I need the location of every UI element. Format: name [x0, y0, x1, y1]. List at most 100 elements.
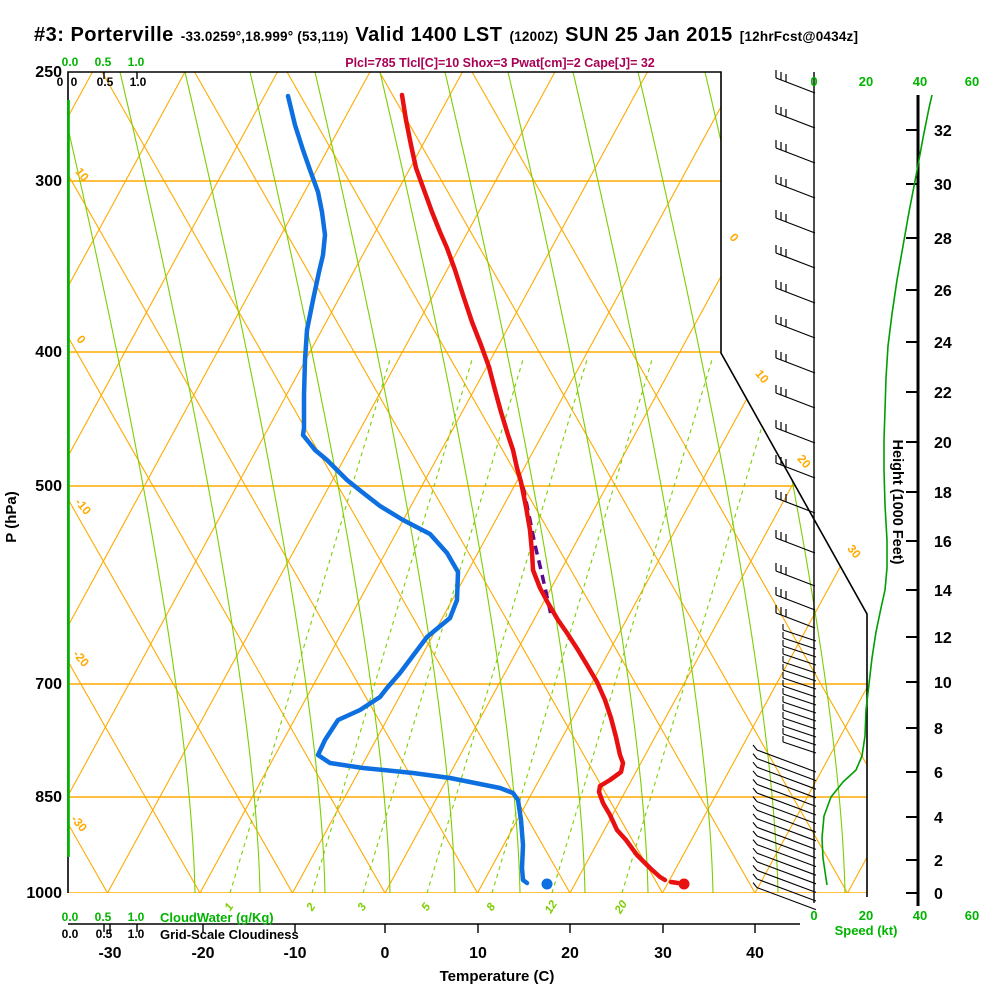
temperature-axis-title: Temperature (C) [440, 968, 555, 985]
svg-text:30: 30 [654, 945, 672, 962]
svg-text:250: 250 [35, 64, 62, 81]
svg-text:2: 2 [934, 853, 943, 870]
svg-text:28: 28 [934, 231, 952, 248]
valid-time: Valid 1400 LST [355, 24, 503, 46]
svg-text:1.0: 1.0 [128, 910, 145, 924]
stability-indices: Plcl=785 Tlcl[C]=10 Shox=3 Pwat[cm]=2 Ca… [345, 56, 655, 70]
svg-text:1000: 1000 [26, 885, 62, 902]
svg-text:2: 2 [304, 901, 318, 914]
svg-text:0: 0 [57, 75, 64, 89]
svg-text:700: 700 [35, 676, 62, 693]
svg-text:30: 30 [844, 542, 864, 561]
cloudwater-axis-title: CloudWater (g/Kg) [160, 910, 274, 925]
dry-adiabat-grid [68, 72, 867, 893]
svg-text:0.5: 0.5 [96, 927, 113, 941]
svg-text:0.0: 0.0 [62, 910, 79, 924]
svg-text:22: 22 [934, 385, 952, 402]
svg-text:0: 0 [74, 332, 89, 346]
svg-text:40: 40 [913, 908, 927, 923]
svg-text:8: 8 [485, 901, 499, 913]
pressure-axis: 250 300 400 500 700 850 1000 P (hPa) [3, 64, 62, 902]
mixing-ratio-grid [229, 359, 783, 893]
surface-dewpoint-dot [541, 878, 553, 890]
svg-text:8: 8 [934, 721, 943, 738]
svg-text:0.0: 0.0 [62, 55, 79, 69]
svg-text:0.5: 0.5 [95, 55, 112, 69]
svg-text:40: 40 [913, 74, 927, 89]
svg-text:20: 20 [934, 435, 952, 452]
svg-text:-10: -10 [72, 495, 94, 518]
svg-text:-30: -30 [68, 812, 90, 835]
svg-text:20: 20 [612, 898, 630, 917]
svg-text:10: 10 [469, 945, 487, 962]
svg-text:0.0: 0.0 [62, 927, 79, 941]
surface-temperature-dot [678, 878, 690, 890]
svg-text:0: 0 [934, 886, 943, 903]
isotherm-labels: 0 10 20 30 [727, 230, 864, 561]
station-name: #3: Porterville [34, 24, 174, 46]
svg-text:10: 10 [752, 367, 772, 386]
svg-text:20: 20 [561, 945, 579, 962]
bottom-axis: -30 -20 -10 0 10 20 30 40 Temperature (C) [68, 923, 800, 985]
svg-text:0: 0 [381, 945, 390, 962]
valid-date: SUN 25 Jan 2015 [565, 24, 733, 46]
station-coords: -33.0259°,18.999° (53,119) [180, 29, 349, 44]
temperature-curve [399, 92, 690, 890]
svg-text:60: 60 [965, 74, 979, 89]
svg-text:1.0: 1.0 [130, 75, 147, 89]
svg-text:0.5: 0.5 [97, 75, 114, 89]
svg-text:500: 500 [35, 478, 62, 495]
dewpoint-curve [285, 93, 553, 890]
svg-text:18: 18 [934, 485, 952, 502]
svg-text:26: 26 [934, 283, 952, 300]
chart-title: #3: Porterville -33.0259°,18.999° (53,11… [34, 24, 994, 47]
svg-text:20: 20 [794, 452, 814, 471]
svg-text:5: 5 [420, 901, 434, 913]
forecast-tag: [12hrFcst@0434z] [739, 29, 859, 44]
cloud-scales: 0.00.00.50.51.01.00 0 0.5 1.00.0 0.5 1.0Cloud… [57, 55, 299, 942]
svg-text:4: 4 [934, 810, 943, 827]
svg-text:14: 14 [934, 583, 952, 600]
wind-barbs [752, 70, 817, 911]
svg-text:40: 40 [746, 945, 764, 962]
svg-text:850: 850 [35, 789, 62, 806]
height-axis-title: Height (1000 Feet) [889, 440, 905, 565]
svg-text:0.5: 0.5 [95, 910, 112, 924]
svg-text:0: 0 [810, 74, 817, 89]
svg-text:0: 0 [71, 75, 78, 89]
svg-text:400: 400 [35, 344, 62, 361]
svg-text:-30: -30 [98, 945, 121, 962]
svg-text:12: 12 [934, 630, 952, 647]
svg-text:16: 16 [934, 534, 952, 551]
wind-speed-curve [821, 94, 933, 886]
speed-axis-title: Speed (kt) [835, 923, 898, 938]
svg-text:60: 60 [965, 908, 979, 923]
svg-text:12: 12 [543, 898, 560, 916]
svg-text:300: 300 [35, 173, 62, 190]
adiabat-labels: 100-10-20-30 [68, 165, 94, 835]
svg-text:1.0: 1.0 [128, 55, 145, 69]
svg-text:30: 30 [934, 177, 952, 194]
plot-frame [67, 71, 868, 897]
svg-text:0: 0 [727, 230, 742, 244]
svg-text:-10: -10 [283, 945, 306, 962]
valid-utc: (1200Z) [509, 29, 559, 44]
mixing-ratio-labels: 1 2 3 5 8 12 20 [223, 898, 631, 917]
svg-text:6: 6 [934, 765, 943, 782]
svg-text:1.0: 1.0 [128, 927, 145, 941]
svg-text:-20: -20 [191, 945, 214, 962]
pressure-axis-title: P (hPa) [3, 491, 20, 542]
svg-text:1: 1 [223, 901, 237, 913]
svg-text:20: 20 [859, 74, 873, 89]
svg-text:24: 24 [934, 335, 952, 352]
svg-text:20: 20 [859, 908, 873, 923]
svg-text:3: 3 [356, 901, 370, 913]
svg-text:10: 10 [934, 675, 952, 692]
svg-text:32: 32 [934, 123, 952, 140]
cloudiness-axis-title: Grid-Scale Cloudiness [160, 927, 299, 942]
svg-text:0: 0 [810, 908, 817, 923]
